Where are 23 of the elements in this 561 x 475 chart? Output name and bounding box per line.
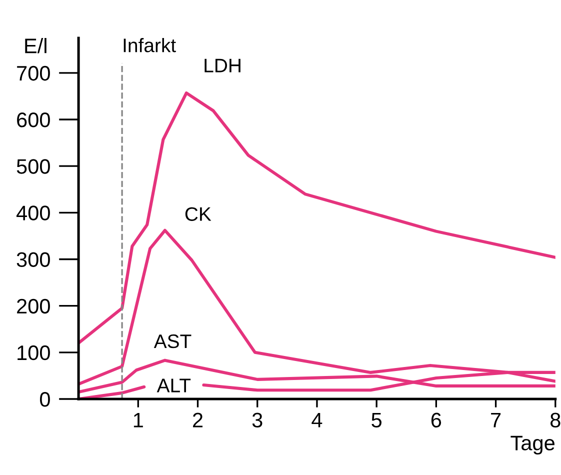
x-tick-label: 8 — [550, 412, 560, 428]
y-tick-label: 300 — [16, 252, 50, 268]
series-label: LDH — [204, 58, 240, 72]
x-tick-label: 6 — [431, 412, 442, 428]
y-tick-label: 500 — [16, 159, 50, 174]
x-tick-label: 2 — [193, 412, 202, 428]
y-tick-label: 100 — [18, 345, 50, 360]
x-tick-label: 3 — [252, 412, 262, 428]
x-tick-label: 7 — [491, 412, 501, 428]
series-label: AST — [154, 334, 192, 348]
x-tick-label: 1 — [134, 412, 143, 428]
y-axis-title: E/l — [25, 38, 46, 54]
y-tick-label: 700 — [17, 66, 50, 81]
y-tick-label: 0 — [40, 392, 50, 407]
ref-line-label: Infarkt — [124, 38, 176, 52]
series-label: CK — [185, 207, 212, 221]
x-axis-title: Tage — [510, 436, 554, 455]
x-tick-label: 5 — [372, 412, 382, 428]
y-tick-label: 400 — [16, 206, 50, 220]
x-tick-label: 4 — [312, 412, 322, 428]
series-label: ALT — [156, 378, 191, 392]
y-tick-label: 600 — [17, 112, 50, 128]
y-tick-label: 200 — [17, 298, 50, 314]
